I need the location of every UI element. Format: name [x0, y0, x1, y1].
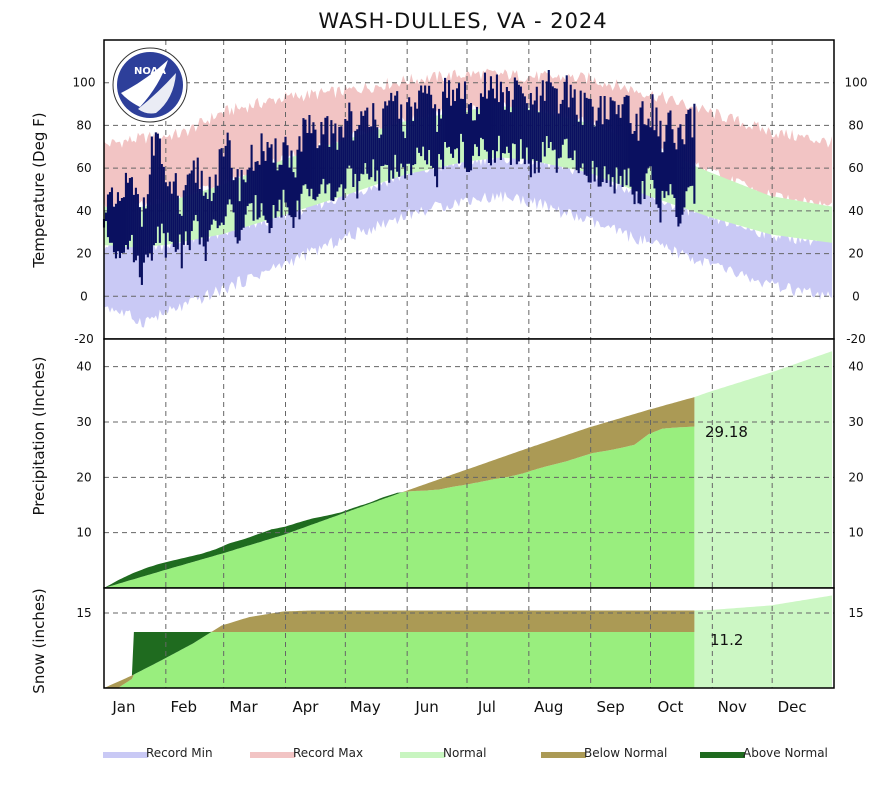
y-tick-label-left: 20	[76, 247, 91, 261]
month-label-mar: Mar	[229, 698, 258, 716]
month-label-aug: Aug	[534, 698, 563, 716]
month-label-apr: Apr	[292, 698, 319, 716]
svg-text:Record Max: Record Max	[293, 746, 363, 760]
y-tick-label-left: 15	[76, 606, 91, 620]
snow-frame	[103, 587, 835, 689]
precip-below-normal	[104, 397, 695, 588]
month-labels: Jan Feb Mar Apr May Jun Jul Aug Sep Oct Nov Dec	[111, 698, 806, 716]
temperature-panel: -20 -20 0 0 20 20 40 40 60 60 80 80 100 100	[73, 39, 868, 346]
svg-text:Record Min: Record Min	[146, 746, 213, 760]
legend-record-min: Record Min	[103, 746, 213, 760]
temperature-axis-label: Temperature (Deg F)	[30, 112, 48, 268]
month-label-dec: Dec	[778, 698, 807, 716]
y-tick-label-left: 0	[80, 289, 88, 303]
y-tick-label-right: 100	[845, 76, 868, 90]
month-label-jul: Jul	[477, 698, 496, 716]
y-tick-label-right: 80	[848, 118, 863, 132]
svg-text:NOAA: NOAA	[134, 66, 166, 77]
month-label-may: May	[350, 698, 381, 716]
y-tick-label-left: 40	[76, 360, 91, 374]
y-tick-label-left: 100	[73, 76, 96, 90]
precipitation-axis-label: Precipitation (Inches)	[30, 357, 48, 516]
month-label-jan: Jan	[111, 698, 135, 716]
y-tick-label-right: 40	[848, 204, 863, 218]
precip-normal-future	[694, 351, 832, 588]
y-tick-label-right: -20	[846, 332, 866, 346]
month-label-feb: Feb	[170, 698, 197, 716]
y-tick-label-right: 20	[848, 247, 863, 261]
legend: Record Min Record Max Normal Below Norma…	[103, 746, 828, 760]
snow-below-normal	[104, 610, 695, 688]
y-tick-label-right: 0	[852, 289, 860, 303]
y-tick-label-right: 15	[848, 606, 863, 620]
snow-total-label: 11.2	[710, 631, 743, 649]
month-label-jun: Jun	[414, 698, 438, 716]
y-tick-label-right: 60	[848, 161, 863, 175]
month-label-nov: Nov	[718, 698, 747, 716]
y-tick-label-left: 30	[76, 415, 91, 429]
observed-temperature-series	[102, 69, 696, 285]
precipitation-total-label: 29.18	[705, 423, 748, 441]
legend-above-normal: Above Normal	[700, 746, 828, 760]
svg-text:Above Normal: Above Normal	[743, 746, 828, 760]
precipitation-panel: 10 10 20 20 30 30 40 40	[76, 338, 864, 589]
chart-title: WASH-DULLES, VA - 2024	[318, 9, 607, 33]
svg-text:Below Normal: Below Normal	[584, 746, 667, 760]
y-tick-label-right: 10	[848, 526, 863, 540]
precip-above-normal	[104, 397, 695, 588]
noaa-logo: NOAA	[112, 47, 188, 123]
y-tick-label-right: 30	[848, 415, 863, 429]
legend-below-normal: Below Normal	[541, 746, 667, 760]
month-label-sep: Sep	[596, 698, 624, 716]
y-tick-label-right: 40	[848, 360, 863, 374]
legend-record-max: Record Max	[250, 746, 363, 760]
gridlines	[104, 588, 834, 688]
snow-panel: 15 15	[76, 587, 864, 689]
y-tick-label-left: 40	[76, 204, 91, 218]
legend-normal: Normal	[400, 746, 486, 760]
y-tick-label-left: 10	[76, 526, 91, 540]
precip-normal-area	[104, 426, 695, 588]
snow-normal-future	[694, 595, 832, 688]
snow-normal-area	[104, 632, 695, 688]
month-label-oct: Oct	[657, 698, 683, 716]
svg-text:Normal: Normal	[443, 746, 486, 760]
y-tick-label-left: 20	[76, 470, 91, 484]
gridlines	[104, 339, 834, 588]
y-tick-label-right: 20	[848, 470, 863, 484]
snow-axis-label: Snow (inches)	[30, 588, 48, 693]
y-tick-label-left: 60	[76, 161, 91, 175]
y-tick-label-left: -20	[74, 332, 94, 346]
y-tick-label-left: 80	[76, 118, 91, 132]
